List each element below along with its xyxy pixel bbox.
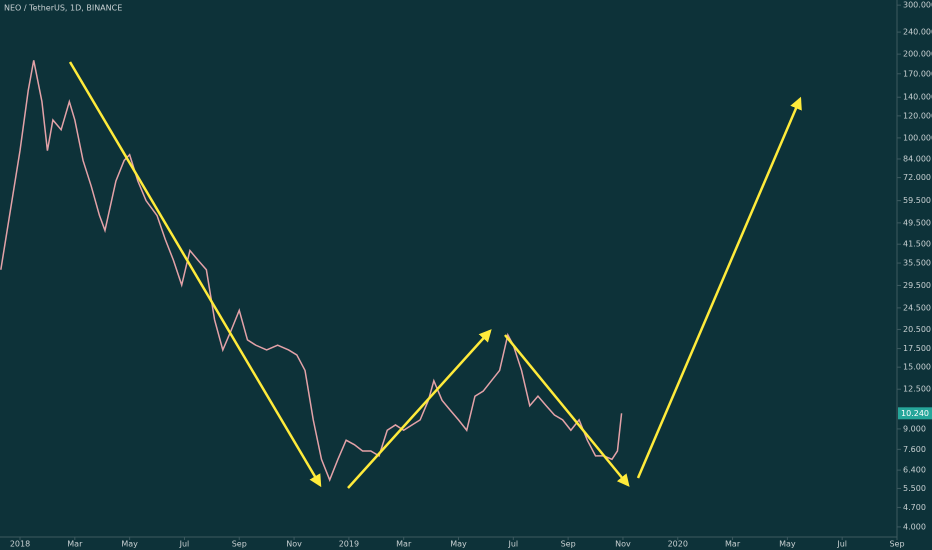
- y-tick-label: 120.000: [903, 111, 932, 120]
- y-tick-label: 15.000: [903, 363, 931, 372]
- x-tick-label: May: [121, 540, 138, 549]
- x-tick-label: 2019: [339, 540, 359, 549]
- x-tick-label: 2020: [668, 540, 688, 549]
- y-tick-label: 4.000: [903, 522, 926, 531]
- x-tick-label: Jul: [507, 540, 518, 549]
- y-tick-label: 4.700: [903, 503, 926, 512]
- x-tick-label: May: [779, 540, 796, 549]
- y-tick-label: 100.000: [903, 133, 932, 142]
- annotations: [68, 61, 802, 489]
- y-tick-label: 7.600: [903, 445, 926, 454]
- x-tick-label: May: [450, 540, 467, 549]
- last-price-box: [898, 407, 932, 420]
- x-tick-label: Nov: [286, 540, 302, 549]
- y-tick-label: 140.000: [903, 93, 932, 102]
- y-tick-label: 240.000: [903, 28, 932, 37]
- y-tick-label: 20.500: [903, 325, 931, 334]
- x-tick-label: Sep: [889, 540, 904, 549]
- x-tick-label: Mar: [396, 540, 412, 549]
- y-tick-label: 72.000: [903, 173, 931, 182]
- x-tick-label: 2018: [10, 540, 30, 549]
- y-tick-label: 41.500: [903, 240, 931, 249]
- y-tick-label: 200.000: [903, 50, 932, 59]
- y-tick-label: 6.400: [903, 466, 926, 475]
- x-tick-label: Mar: [67, 540, 83, 549]
- y-tick-label: 9.000: [903, 424, 926, 433]
- y-tick-label: 17.500: [903, 344, 931, 353]
- y-tick-label: 84.000: [903, 154, 931, 163]
- y-tick-label: 29.500: [903, 281, 931, 290]
- y-tick-label: 35.500: [903, 259, 931, 268]
- y-tick-label: 12.500: [903, 385, 931, 394]
- price-line: [0, 60, 623, 482]
- x-tick-label: Nov: [615, 540, 631, 549]
- x-tick-label: Jul: [179, 540, 190, 549]
- trend-arrow: [636, 96, 802, 479]
- x-tick-label: Sep: [232, 540, 247, 549]
- y-tick-label: 170.000: [903, 69, 932, 78]
- y-tick-label: 49.500: [903, 218, 931, 227]
- x-tick-label: Jul: [836, 540, 847, 549]
- x-tick-label: Mar: [725, 540, 741, 549]
- y-tick-label: 5.500: [903, 484, 926, 493]
- y-tick-label: 300.000: [903, 1, 932, 10]
- last-price-label: 10.240: [901, 409, 929, 418]
- trend-arrow: [347, 329, 492, 489]
- x-tick-label: Sep: [561, 540, 576, 549]
- trend-arrow: [504, 334, 630, 487]
- y-tick-label: 59.500: [903, 196, 931, 205]
- y-tick-label: 24.500: [903, 303, 931, 312]
- trend-arrow: [68, 61, 322, 488]
- chart-title: NEO / TetherUS, 1D, BINANCE: [4, 4, 122, 13]
